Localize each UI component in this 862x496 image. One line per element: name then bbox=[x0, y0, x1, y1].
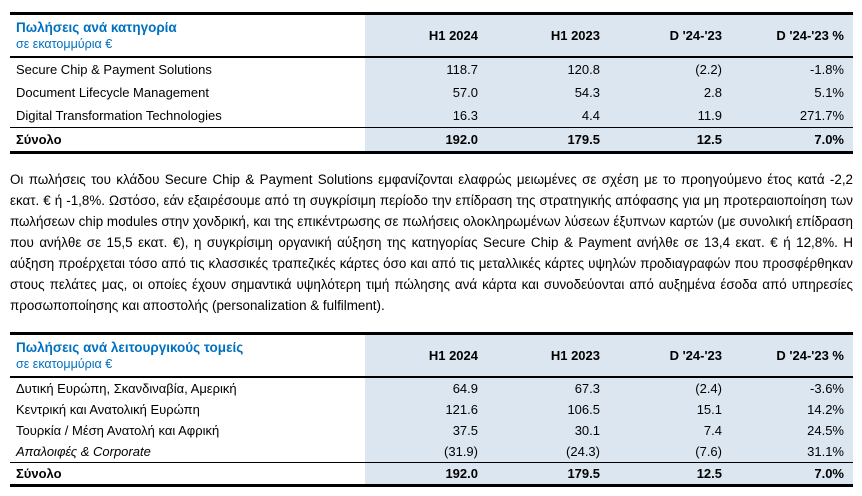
total-value-cell: 192.0 bbox=[365, 462, 487, 486]
value-cell: (2.4) bbox=[609, 377, 731, 399]
value-cell: 120.8 bbox=[487, 57, 609, 81]
total-value-cell: 192.0 bbox=[365, 127, 487, 153]
value-cell: (2.2) bbox=[609, 57, 731, 81]
value-cell: (24.3) bbox=[487, 441, 609, 463]
value-cell: 11.9 bbox=[609, 104, 731, 128]
value-cell: 5.1% bbox=[731, 81, 853, 104]
value-cell: 14.2% bbox=[731, 399, 853, 420]
table-row: Document Lifecycle Management 57.0 54.3 … bbox=[10, 81, 853, 104]
table-title: Πωλήσεις ανά κατηγορία bbox=[16, 20, 177, 35]
value-cell: 4.4 bbox=[487, 104, 609, 128]
row-label: Secure Chip & Payment Solutions bbox=[10, 57, 365, 81]
table-subtitle: σε εκατομμύρια € bbox=[16, 357, 113, 371]
value-cell: 15.1 bbox=[609, 399, 731, 420]
value-cell: 31.1% bbox=[731, 441, 853, 463]
table-subtitle: σε εκατομμύρια € bbox=[16, 37, 113, 51]
table-caption: Πωλήσεις ανά κατηγορία σε εκατομμύρια € bbox=[10, 13, 365, 58]
value-cell: 118.7 bbox=[365, 57, 487, 81]
col-header-delta-pct: D '24-'23 % bbox=[731, 333, 853, 378]
total-row: Σύνολο 192.0 179.5 12.5 7.0% bbox=[10, 462, 853, 486]
row-label: Digital Transformation Technologies bbox=[10, 104, 365, 128]
commentary-paragraph: Οι πωλήσεις του κλάδου Secure Chip & Pay… bbox=[10, 172, 853, 313]
total-value-cell: 7.0% bbox=[731, 127, 853, 153]
value-cell: (31.9) bbox=[365, 441, 487, 463]
value-cell: -3.6% bbox=[731, 377, 853, 399]
value-cell: 64.9 bbox=[365, 377, 487, 399]
value-cell: (7.6) bbox=[609, 441, 731, 463]
table-header-row: Πωλήσεις ανά κατηγορία σε εκατομμύρια € … bbox=[10, 13, 853, 58]
total-value-cell: 7.0% bbox=[731, 462, 853, 486]
value-cell: 30.1 bbox=[487, 420, 609, 441]
total-value-cell: 12.5 bbox=[609, 127, 731, 153]
col-header-delta: D '24-'23 bbox=[609, 13, 731, 58]
table-row: Κεντρική και Ανατολική Ευρώπη 121.6 106.… bbox=[10, 399, 853, 420]
total-value-cell: 179.5 bbox=[487, 462, 609, 486]
total-row: Σύνολο 192.0 179.5 12.5 7.0% bbox=[10, 127, 853, 153]
value-cell: 106.5 bbox=[487, 399, 609, 420]
row-label: Τουρκία / Μέση Ανατολή και Αφρική bbox=[10, 420, 365, 441]
row-label: Δυτική Ευρώπη, Σκανδιναβία, Αμερική bbox=[10, 377, 365, 399]
table-caption: Πωλήσεις ανά λειτουργικούς τομείς σε εκα… bbox=[10, 333, 365, 378]
value-cell: 16.3 bbox=[365, 104, 487, 128]
value-cell: 2.8 bbox=[609, 81, 731, 104]
total-value-cell: 179.5 bbox=[487, 127, 609, 153]
table-row: Δυτική Ευρώπη, Σκανδιναβία, Αμερική 64.9… bbox=[10, 377, 853, 399]
value-cell: 121.6 bbox=[365, 399, 487, 420]
sales-by-category-table: Πωλήσεις ανά κατηγορία σε εκατομμύρια € … bbox=[10, 12, 853, 154]
table-row: Secure Chip & Payment Solutions 118.7 12… bbox=[10, 57, 853, 81]
total-label: Σύνολο bbox=[10, 127, 365, 153]
row-label: Κεντρική και Ανατολική Ευρώπη bbox=[10, 399, 365, 420]
table-row: Digital Transformation Technologies 16.3… bbox=[10, 104, 853, 128]
table-row: Τουρκία / Μέση Ανατολή και Αφρική 37.5 3… bbox=[10, 420, 853, 441]
value-cell: -1.8% bbox=[731, 57, 853, 81]
row-label: Document Lifecycle Management bbox=[10, 81, 365, 104]
table-title: Πωλήσεις ανά λειτουργικούς τομείς bbox=[16, 340, 244, 355]
sales-by-sector-table: Πωλήσεις ανά λειτουργικούς τομείς σε εκα… bbox=[10, 332, 853, 487]
col-header-h1-2024: H1 2024 bbox=[365, 13, 487, 58]
row-label: Απαλοιφές & Corporate bbox=[10, 441, 365, 463]
total-label: Σύνολο bbox=[10, 462, 365, 486]
total-value-cell: 12.5 bbox=[609, 462, 731, 486]
col-header-delta-pct: D '24-'23 % bbox=[731, 13, 853, 58]
value-cell: 67.3 bbox=[487, 377, 609, 399]
value-cell: 57.0 bbox=[365, 81, 487, 104]
table-header-row: Πωλήσεις ανά λειτουργικούς τομείς σε εκα… bbox=[10, 333, 853, 378]
table-row-eliminations: Απαλοιφές & Corporate (31.9) (24.3) (7.6… bbox=[10, 441, 853, 463]
col-header-h1-2023: H1 2023 bbox=[487, 13, 609, 58]
value-cell: 7.4 bbox=[609, 420, 731, 441]
value-cell: 24.5% bbox=[731, 420, 853, 441]
col-header-h1-2024: H1 2024 bbox=[365, 333, 487, 378]
value-cell: 271.7% bbox=[731, 104, 853, 128]
col-header-delta: D '24-'23 bbox=[609, 333, 731, 378]
col-header-h1-2023: H1 2023 bbox=[487, 333, 609, 378]
value-cell: 54.3 bbox=[487, 81, 609, 104]
value-cell: 37.5 bbox=[365, 420, 487, 441]
